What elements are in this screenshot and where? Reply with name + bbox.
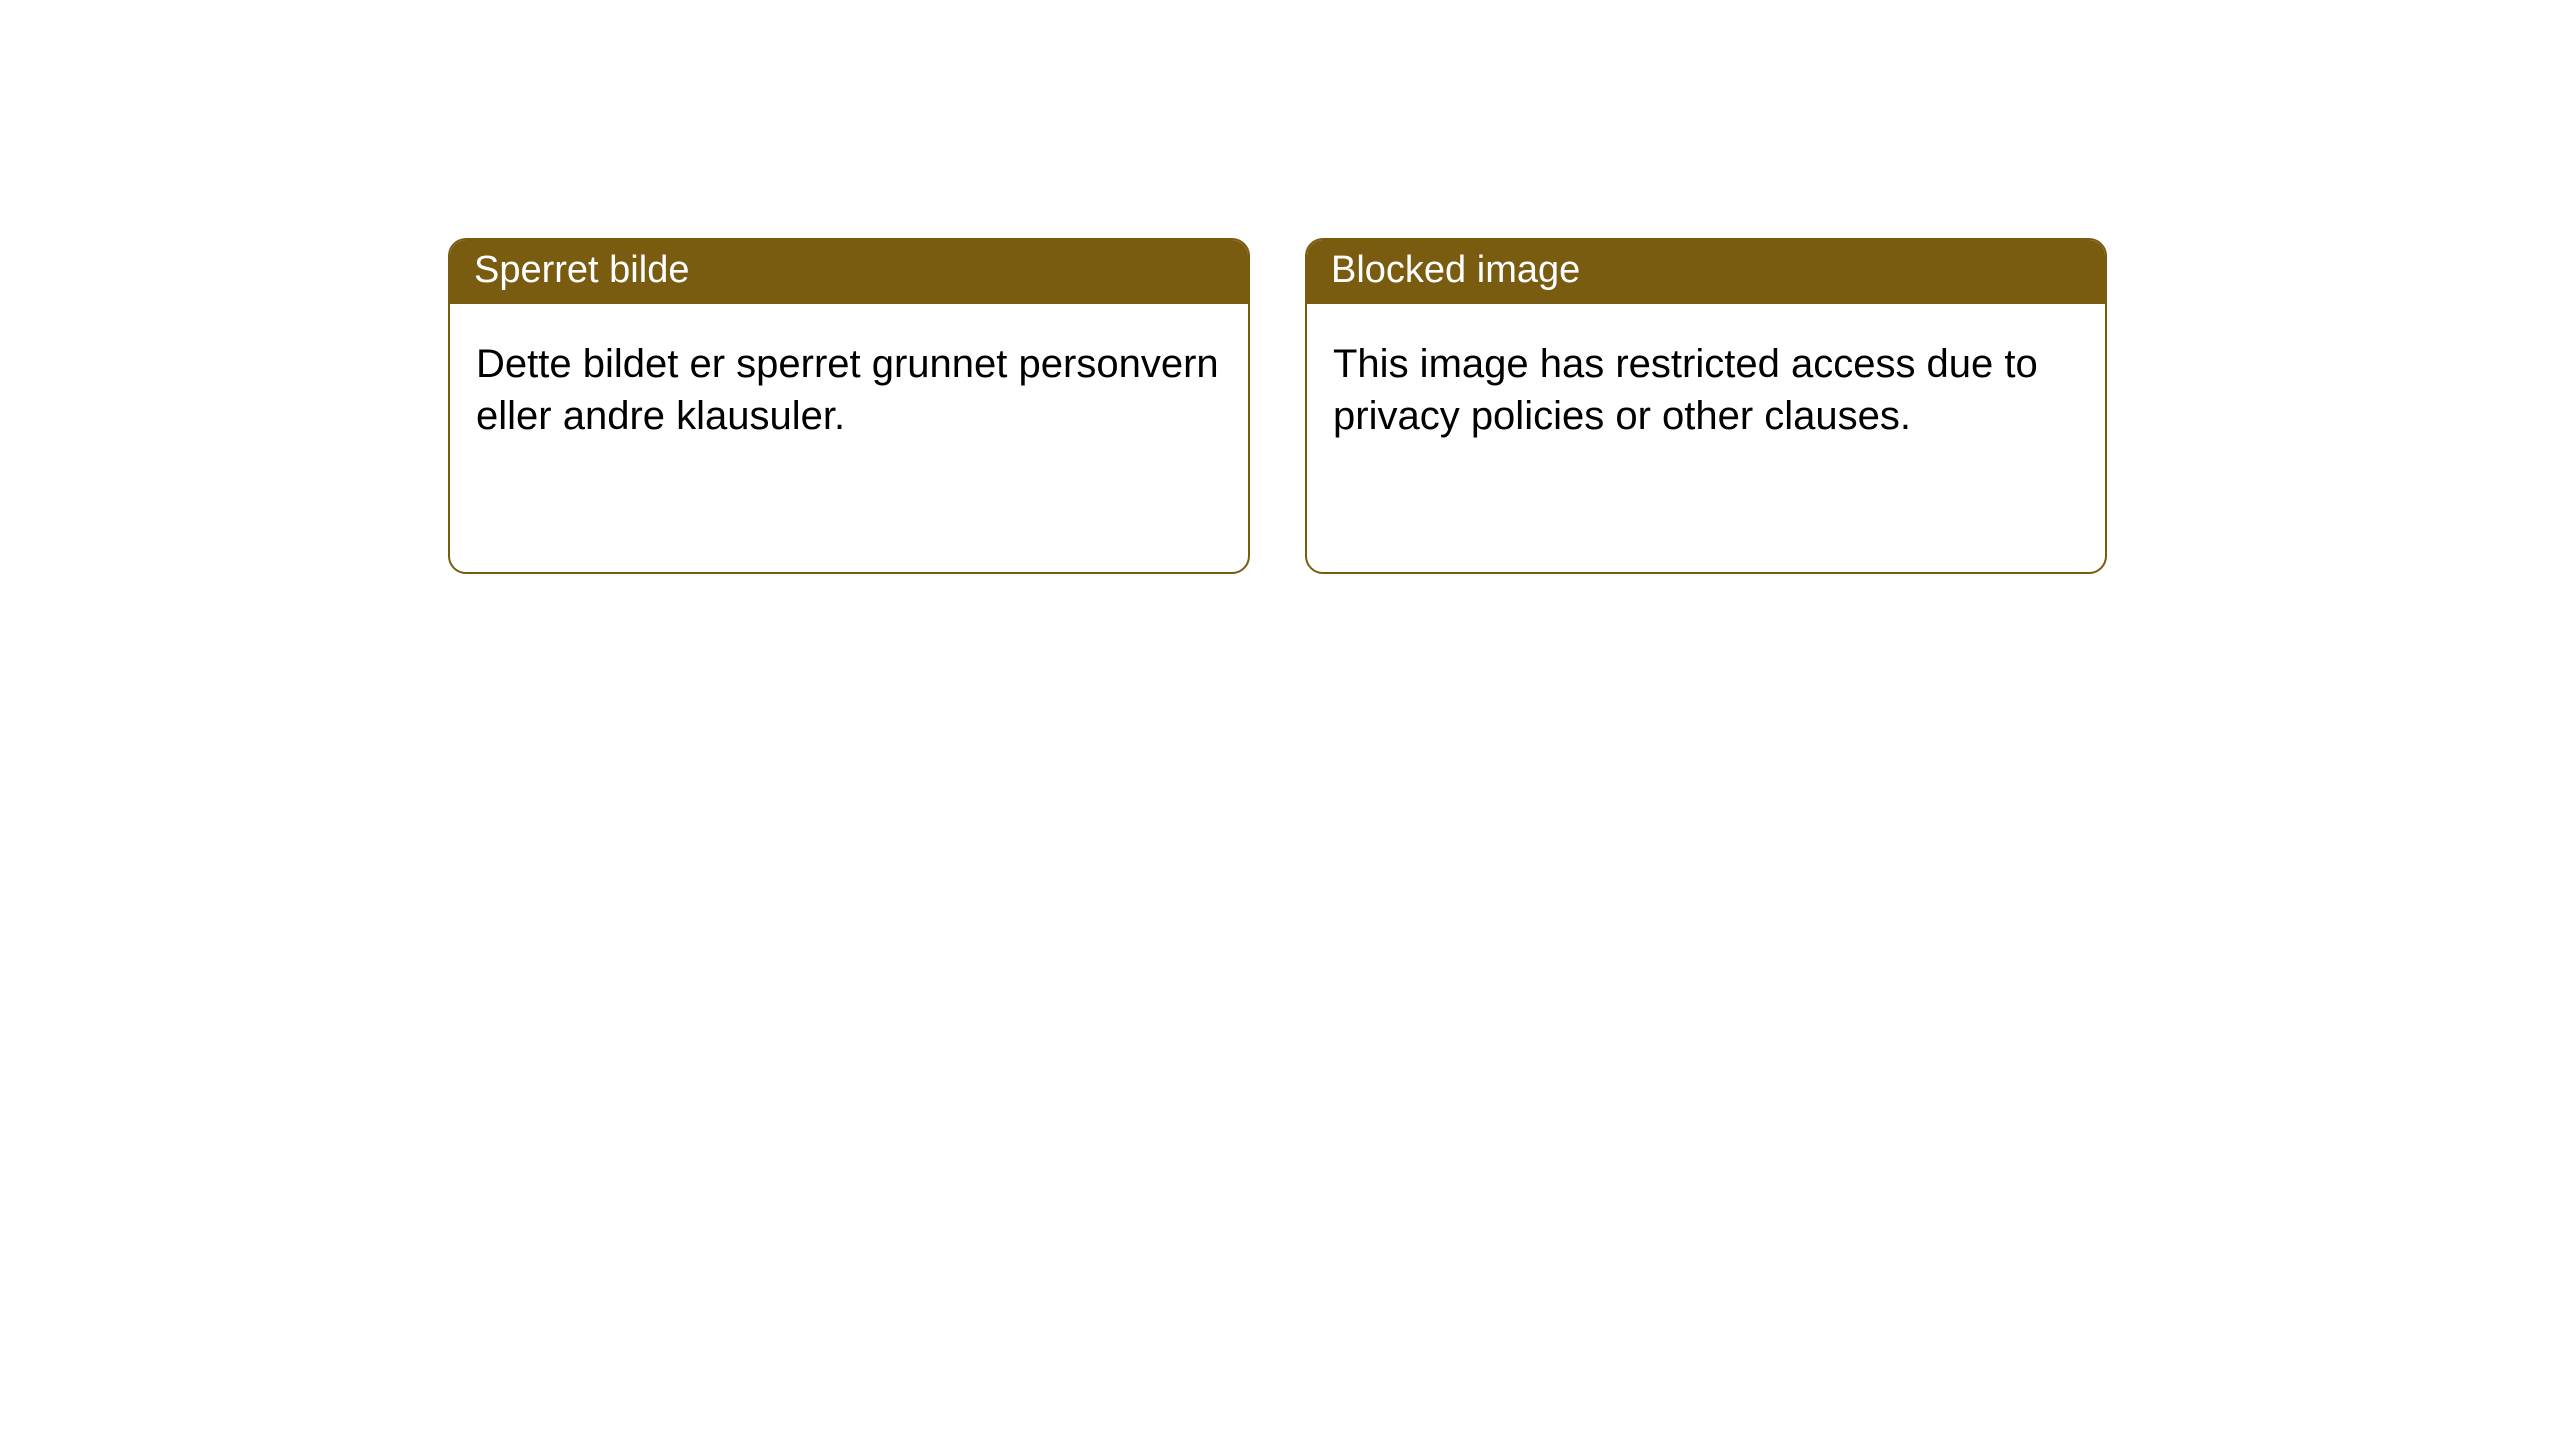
card-header-norwegian: Sperret bilde (450, 240, 1248, 304)
card-body-english: This image has restricted access due to … (1307, 304, 2105, 476)
card-title-norwegian: Sperret bilde (474, 249, 689, 291)
card-header-english: Blocked image (1307, 240, 2105, 304)
notice-card-norwegian: Sperret bilde Dette bildet er sperret gr… (448, 238, 1250, 574)
card-title-english: Blocked image (1331, 249, 1580, 291)
card-body-norwegian: Dette bildet er sperret grunnet personve… (450, 304, 1248, 476)
card-message-english: This image has restricted access due to … (1333, 342, 2038, 438)
card-message-norwegian: Dette bildet er sperret grunnet personve… (476, 342, 1219, 438)
notice-container: Sperret bilde Dette bildet er sperret gr… (0, 0, 2560, 574)
notice-card-english: Blocked image This image has restricted … (1305, 238, 2107, 574)
